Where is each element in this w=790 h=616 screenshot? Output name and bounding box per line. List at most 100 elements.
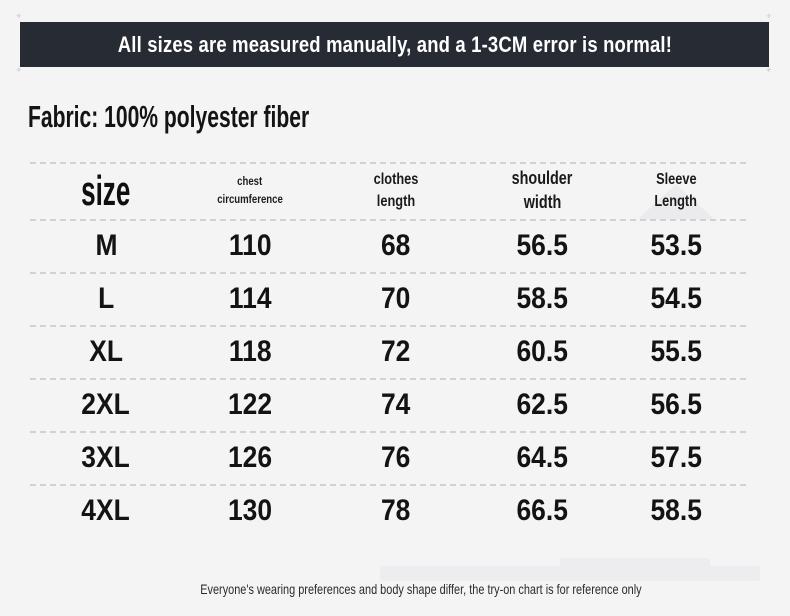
value-cell: 122 xyxy=(160,378,340,431)
clothes-value: 70 xyxy=(381,281,411,315)
dashed-divider xyxy=(30,431,746,433)
size-header-cell: size xyxy=(16,162,196,219)
value-cell: 60.5 xyxy=(452,325,632,378)
column-size: size M L XL 2XL 3XL 4XL xyxy=(16,162,196,537)
footer-note: Everyone's wearing preferences and body … xyxy=(200,581,642,597)
sparkle-icon: ✦ xyxy=(15,11,23,21)
size-value: 3XL xyxy=(81,440,131,474)
size-header-label: size xyxy=(81,166,131,214)
value-cell: 55.5 xyxy=(586,325,766,378)
size-cell: L xyxy=(16,272,196,325)
size-cell: 4XL xyxy=(16,484,196,537)
chest-value: 122 xyxy=(227,387,273,421)
watermark-triangle xyxy=(638,184,714,219)
value-cell: 72 xyxy=(306,325,486,378)
header-line: length xyxy=(376,193,416,210)
value-cell: 78 xyxy=(306,484,486,537)
header-line: chest xyxy=(237,174,263,188)
value-cell: 66.5 xyxy=(452,484,632,537)
sparkle-icon: ✦ xyxy=(15,65,23,75)
column-shoulder-width: shoulder width 56.5 58.5 60.5 62.5 64.5 … xyxy=(452,162,632,537)
watermark-smudge xyxy=(380,566,760,581)
column-clothes-length: clothes length 68 70 72 74 76 78 xyxy=(306,162,486,537)
top-banner: All sizes are measured manually, and a 1… xyxy=(20,22,769,67)
header-line: clothes xyxy=(373,171,419,188)
column-sleeve-length: Sleeve Length 53.5 54.5 55.5 56.5 57.5 5… xyxy=(586,162,766,537)
value-cell: 62.5 xyxy=(452,378,632,431)
dashed-divider xyxy=(30,219,746,221)
shoulder-value: 58.5 xyxy=(516,281,568,315)
value-cell: 70 xyxy=(306,272,486,325)
value-cell: 110 xyxy=(160,219,340,272)
watermark-smudge xyxy=(560,558,710,568)
clothes-value: 78 xyxy=(381,493,411,527)
sleeve-value: 56.5 xyxy=(650,387,702,421)
header-line: Sleeve xyxy=(655,171,697,188)
clothes-value: 76 xyxy=(381,440,411,474)
value-cell: 56.5 xyxy=(586,378,766,431)
sparkle-icon: ✦ xyxy=(765,65,773,75)
shoulder-value: 62.5 xyxy=(516,387,568,421)
sparkle-icon: ✦ xyxy=(765,11,773,21)
header-line: shoulder xyxy=(511,168,573,188)
sleeve-value: 53.5 xyxy=(650,228,702,262)
size-value: 4XL xyxy=(81,493,131,527)
value-cell: 53.5 xyxy=(586,219,766,272)
sleeve-value: 55.5 xyxy=(650,334,702,368)
header-line: width xyxy=(523,192,561,212)
value-cell: 130 xyxy=(160,484,340,537)
sleeve-value: 54.5 xyxy=(650,281,702,315)
footer: Everyone's wearing preferences and body … xyxy=(0,581,790,599)
value-cell: 114 xyxy=(160,272,340,325)
shoulder-value: 60.5 xyxy=(516,334,568,368)
column-chest-circumference: chest circumference 110 114 118 122 126 … xyxy=(160,162,340,537)
value-cell: 57.5 xyxy=(586,431,766,484)
size-cell: M xyxy=(16,219,196,272)
dashed-divider xyxy=(30,325,746,327)
dashed-divider xyxy=(30,378,746,380)
value-cell: 76 xyxy=(306,431,486,484)
dashed-divider xyxy=(30,162,746,164)
clothes-value: 74 xyxy=(381,387,411,421)
size-value: 2XL xyxy=(81,387,131,421)
header-line: Length xyxy=(654,193,698,210)
size-value: L xyxy=(97,281,115,315)
column-header-shoulder: shoulder width xyxy=(452,162,632,219)
sleeve-value: 57.5 xyxy=(650,440,702,474)
size-value: M xyxy=(95,228,117,262)
shoulder-value: 66.5 xyxy=(516,493,568,527)
size-cell: 3XL xyxy=(16,431,196,484)
clothes-value: 68 xyxy=(381,228,411,262)
value-cell: 64.5 xyxy=(452,431,632,484)
chest-value: 114 xyxy=(228,281,272,315)
size-table: size M L XL 2XL 3XL 4XL chest circumfere… xyxy=(16,162,766,537)
shoulder-value: 64.5 xyxy=(516,440,568,474)
value-cell: 118 xyxy=(160,325,340,378)
column-header-chest: chest circumference xyxy=(160,162,340,219)
size-cell: 2XL xyxy=(16,378,196,431)
shoulder-value: 56.5 xyxy=(516,228,568,262)
value-cell: 58.5 xyxy=(452,272,632,325)
header-line: circumference xyxy=(217,192,283,206)
clothes-value: 72 xyxy=(381,334,411,368)
value-cell: 68 xyxy=(306,219,486,272)
chest-value: 118 xyxy=(228,334,272,368)
value-cell: 74 xyxy=(306,378,486,431)
value-cell: 56.5 xyxy=(452,219,632,272)
banner-text: All sizes are measured manually, and a 1… xyxy=(117,31,672,57)
sleeve-value: 58.5 xyxy=(650,493,702,527)
value-cell: 58.5 xyxy=(586,484,766,537)
size-value: XL xyxy=(89,334,123,368)
value-cell: 126 xyxy=(160,431,340,484)
fabric-heading: Fabric: 100% polyester fiber xyxy=(28,99,310,134)
value-cell: 54.5 xyxy=(586,272,766,325)
dashed-divider xyxy=(30,272,746,274)
column-header-clothes: clothes length xyxy=(306,162,486,219)
chest-value: 126 xyxy=(227,440,273,474)
dashed-divider xyxy=(30,484,746,486)
chest-value: 130 xyxy=(227,493,273,527)
column-header-sleeve: Sleeve Length xyxy=(586,162,766,219)
chest-value: 110 xyxy=(228,228,272,262)
size-cell: XL xyxy=(16,325,196,378)
